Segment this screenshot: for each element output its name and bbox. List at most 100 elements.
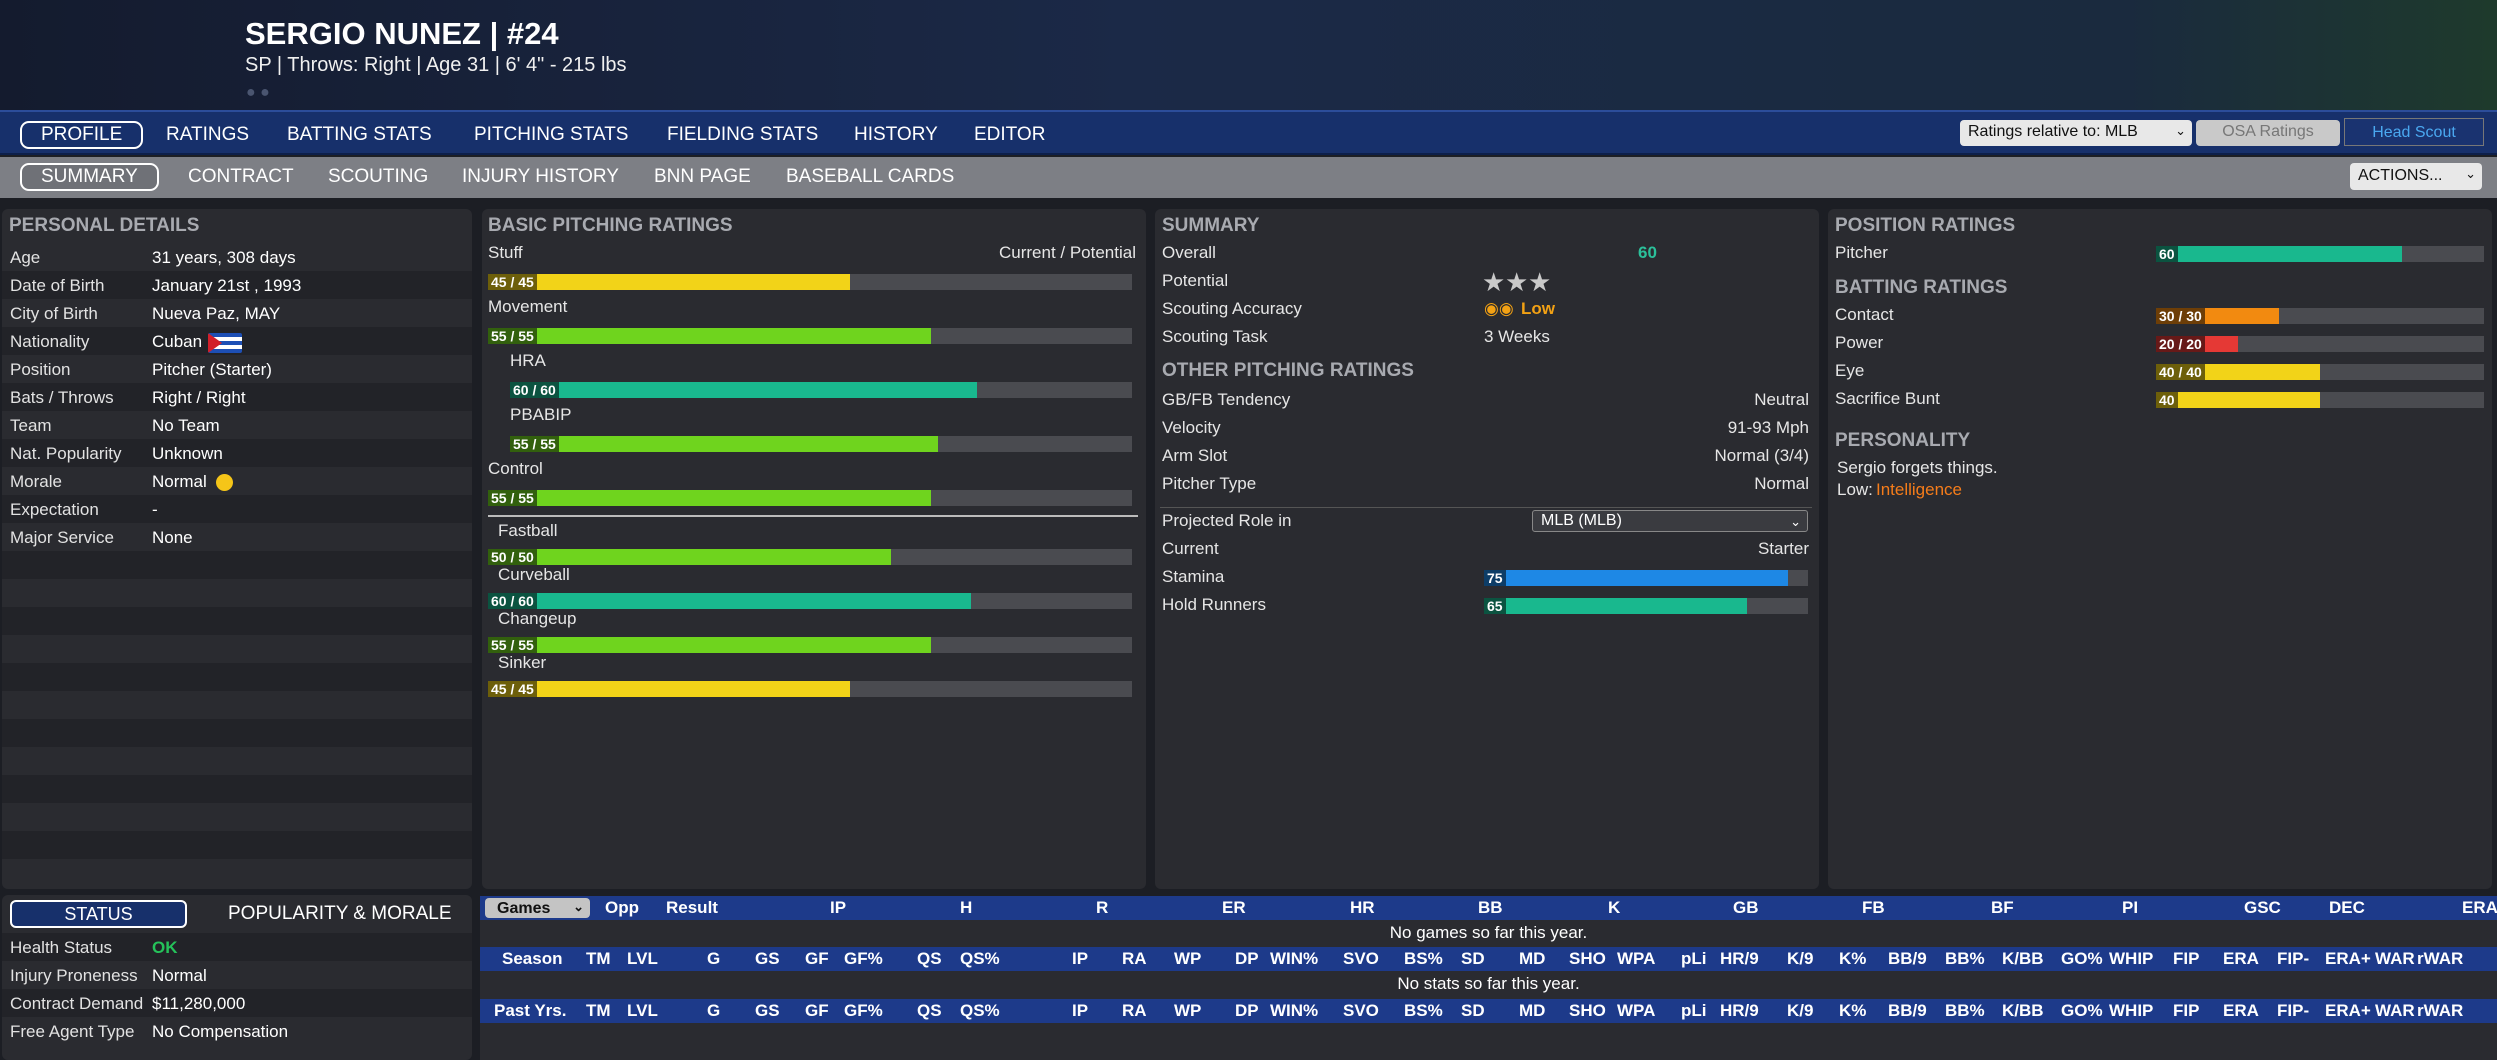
games-column-header[interactable]: HR — [1350, 898, 1375, 917]
stat-column-header[interactable]: rWAR — [2417, 949, 2464, 968]
games-column-header[interactable]: GB — [1733, 898, 1759, 917]
stat-column-header[interactable]: WP — [1174, 1001, 1202, 1020]
tab-bnn-page[interactable]: BNN PAGE — [654, 166, 751, 187]
stat-column-header[interactable]: K% — [1839, 1001, 1867, 1020]
tab-contract[interactable]: CONTRACT — [188, 166, 294, 187]
games-column-header[interactable]: GSC — [2244, 898, 2281, 917]
stat-column-header[interactable]: K/BB — [2002, 949, 2044, 968]
stat-column-header[interactable]: K% — [1839, 949, 1867, 968]
games-column-header[interactable]: ER — [1222, 898, 1246, 917]
games-column-header[interactable]: FB — [1862, 898, 1885, 917]
stat-column-header[interactable]: FIP- — [2277, 949, 2310, 968]
stat-column-header[interactable]: FIP — [2173, 949, 2200, 968]
stat-column-header[interactable]: K/9 — [1787, 949, 1814, 968]
stat-column-header[interactable]: SVO — [1343, 1001, 1379, 1020]
stat-column-header[interactable]: QS% — [960, 949, 1000, 968]
projected-role-select[interactable]: MLB (MLB) ⌄ — [1532, 510, 1808, 532]
stat-column-header[interactable]: ERA+ — [2325, 1001, 2371, 1020]
stat-column-header[interactable]: QS — [917, 1001, 942, 1020]
stat-column-header[interactable]: BB/9 — [1888, 1001, 1927, 1020]
stat-column-header[interactable]: G — [707, 1001, 721, 1020]
games-column-header[interactable]: R — [1096, 898, 1109, 917]
stat-column-header[interactable]: HR/9 — [1720, 949, 1759, 968]
stat-column-header[interactable]: BS% — [1404, 949, 1443, 968]
stat-column-header[interactable]: SVO — [1343, 949, 1379, 968]
tab-injury-history[interactable]: INJURY HISTORY — [462, 166, 619, 187]
stat-column-header[interactable]: FIP — [2173, 1001, 2200, 1020]
stat-column-header[interactable]: GO% — [2061, 1001, 2103, 1020]
stat-column-header[interactable]: RA — [1122, 1001, 1147, 1020]
games-column-header[interactable]: H — [960, 898, 973, 917]
stat-column-header[interactable]: GS — [755, 949, 780, 968]
stat-column-header[interactable]: BB% — [1945, 949, 1985, 968]
stat-column-header[interactable]: IP — [1072, 1001, 1089, 1020]
stat-column-header[interactable]: GO% — [2061, 949, 2103, 968]
stat-column-header[interactable]: SD — [1461, 1001, 1485, 1020]
games-column-header[interactable]: BB — [1478, 898, 1503, 917]
head-scout-button[interactable]: Head Scout — [2344, 118, 2484, 146]
stat-column-header[interactable]: WAR — [2375, 1001, 2415, 1020]
games-column-header[interactable]: Result — [666, 898, 718, 917]
stat-column-header[interactable]: WP — [1174, 949, 1202, 968]
tab-profile[interactable]: PROFILE — [20, 121, 144, 149]
tab-editor[interactable]: EDITOR — [974, 124, 1046, 145]
stat-column-header[interactable]: GF% — [844, 949, 883, 968]
stat-column-header[interactable]: SHO — [1569, 1001, 1606, 1020]
stat-column-header[interactable]: WHIP — [2109, 1001, 2154, 1020]
stat-column-header[interactable]: WAR — [2375, 949, 2415, 968]
stat-column-header[interactable]: K/BB — [2002, 1001, 2044, 1020]
games-column-header[interactable]: DEC — [2329, 898, 2365, 917]
tab-scouting[interactable]: SCOUTING — [328, 166, 429, 187]
stat-column-header[interactable]: ERA — [2223, 949, 2259, 968]
stat-column-header[interactable]: RA — [1122, 949, 1147, 968]
games-column-header[interactable]: IP — [830, 898, 847, 917]
stat-column-header[interactable]: MD — [1519, 949, 1546, 968]
stat-column-header[interactable]: GF — [805, 949, 829, 968]
games-column-header[interactable]: K — [1608, 898, 1621, 917]
stat-column-header[interactable]: pLi — [1681, 949, 1707, 968]
stat-column-header[interactable]: BS% — [1404, 1001, 1443, 1020]
stat-column-header[interactable]: rWAR — [2417, 1001, 2464, 1020]
tab-ratings[interactable]: RATINGS — [166, 124, 250, 145]
stat-column-header[interactable]: SHO — [1569, 949, 1606, 968]
osa-ratings-button[interactable]: OSA Ratings — [2196, 120, 2340, 146]
tab-batting-stats[interactable]: BATTING STATS — [287, 124, 432, 145]
stat-column-header[interactable]: HR/9 — [1720, 1001, 1759, 1020]
tab-fielding-stats[interactable]: FIELDING STATS — [667, 124, 819, 145]
games-column-header[interactable]: Opp — [605, 898, 639, 917]
stat-column-header[interactable]: ERA — [2223, 1001, 2259, 1020]
tab-summary[interactable]: SUMMARY — [20, 163, 159, 191]
stat-column-header[interactable]: TM — [586, 1001, 611, 1020]
stat-column-header[interactable]: QS — [917, 949, 942, 968]
stat-column-header[interactable]: BB% — [1945, 1001, 1985, 1020]
actions-dropdown[interactable]: ACTIONS... ⌄ — [2350, 163, 2482, 190]
stat-column-header[interactable]: GF — [805, 1001, 829, 1020]
stat-column-header[interactable]: FIP- — [2277, 1001, 2310, 1020]
games-column-header[interactable]: PI — [2122, 898, 2139, 917]
stat-column-header[interactable]: MD — [1519, 1001, 1546, 1020]
stat-column-header[interactable]: DP — [1235, 1001, 1259, 1020]
stat-column-header[interactable]: pLi — [1681, 1001, 1707, 1020]
stat-column-header[interactable]: GF% — [844, 1001, 883, 1020]
tab-popularity-morale[interactable]: POPULARITY & MORALE — [228, 903, 452, 924]
stat-column-header[interactable]: WIN% — [1270, 949, 1319, 968]
stat-column-header[interactable]: SD — [1461, 949, 1485, 968]
ratings-relative-select[interactable]: Ratings relative to: MLB ⌄ — [1960, 120, 2192, 146]
stat-column-header[interactable]: BB/9 — [1888, 949, 1927, 968]
stat-column-header[interactable]: QS% — [960, 1001, 1000, 1020]
stat-column-header[interactable]: TM — [586, 949, 611, 968]
stat-column-header[interactable]: WIN% — [1270, 1001, 1319, 1020]
stat-column-header[interactable]: WPA — [1617, 949, 1656, 968]
games-column-header[interactable]: BF — [1991, 898, 2014, 917]
tab-status[interactable]: STATUS — [10, 900, 187, 928]
stat-column-header[interactable]: WHIP — [2109, 949, 2154, 968]
stat-column-header[interactable]: ERA+ — [2325, 949, 2371, 968]
tab-history[interactable]: HISTORY — [854, 124, 938, 145]
tab-baseball-cards[interactable]: BASEBALL CARDS — [786, 166, 955, 187]
games-column-header[interactable]: ERA — [2462, 898, 2497, 917]
stat-column-header[interactable]: LVL — [627, 1001, 658, 1020]
stat-column-header[interactable]: GS — [755, 1001, 780, 1020]
stat-column-header[interactable]: WPA — [1617, 1001, 1656, 1020]
games-dropdown[interactable]: Games ⌄ — [485, 898, 590, 918]
stat-column-header[interactable]: IP — [1072, 949, 1089, 968]
